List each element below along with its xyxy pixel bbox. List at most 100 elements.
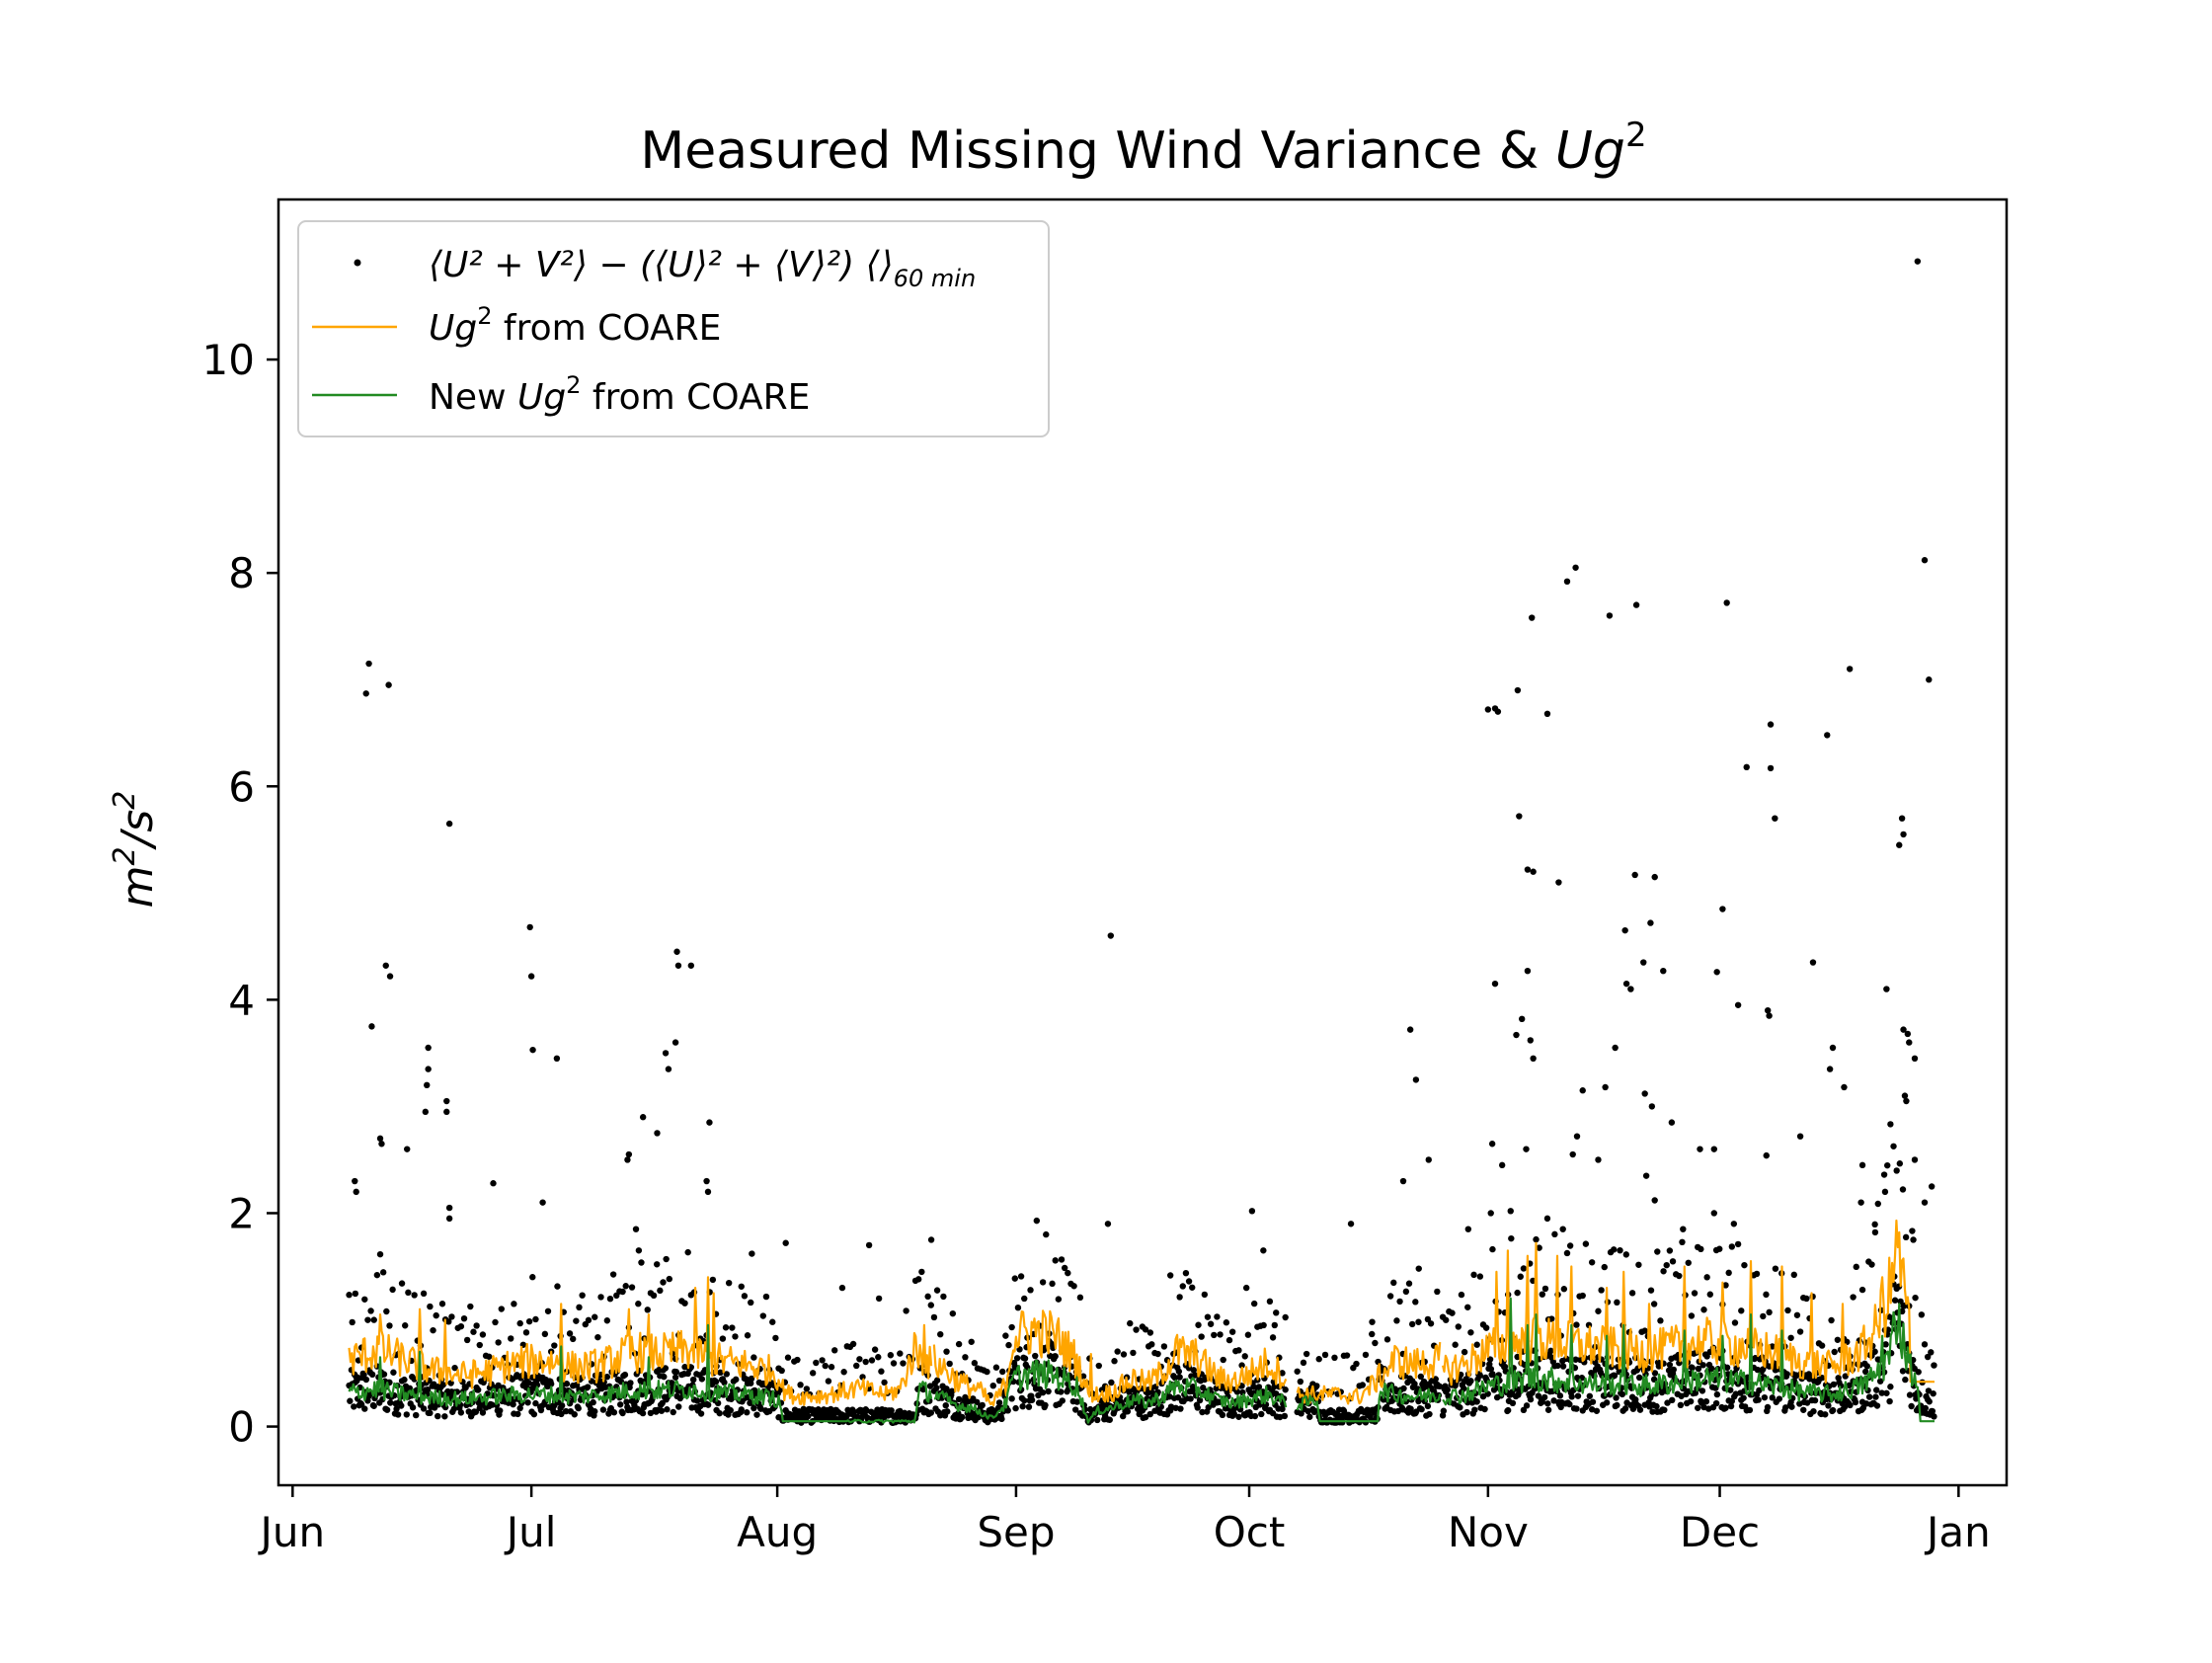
scatter-point (1458, 1291, 1465, 1299)
scatter-point (819, 1357, 826, 1364)
scatter-point (1473, 1398, 1480, 1405)
y-tick-label: 6 (228, 762, 255, 811)
scatter-point (1700, 1307, 1707, 1313)
scatter-point (722, 1324, 730, 1331)
scatter-point (403, 1411, 410, 1418)
scatter-point (1393, 1317, 1400, 1324)
scatter-point (1921, 1199, 1929, 1206)
scatter-point (1874, 1200, 1881, 1208)
scatter-point (529, 1274, 536, 1281)
scatter-point (1803, 1295, 1810, 1303)
series-line (348, 1323, 718, 1407)
scatter-point (984, 1368, 990, 1376)
scatter-point (398, 1280, 406, 1287)
scatter-point (1146, 1410, 1153, 1418)
scatter-point (1899, 1368, 1907, 1375)
scatter-point (597, 1294, 604, 1301)
scatter-point (558, 1402, 566, 1409)
scatter-point (1764, 1006, 1772, 1014)
scatter-point (881, 1379, 888, 1386)
scatter-point (584, 1384, 592, 1390)
scatter-point (498, 1306, 505, 1312)
scatter-point (1695, 1365, 1702, 1373)
scatter-point (1021, 1397, 1028, 1404)
scatter-point (1635, 1261, 1642, 1268)
scatter-point (1909, 1227, 1916, 1234)
scatter-point (1524, 866, 1532, 873)
scatter-point (1900, 1026, 1907, 1033)
scatter-point (1906, 1039, 1913, 1046)
scatter-point (1396, 1298, 1403, 1306)
scatter-point (887, 1352, 895, 1359)
scatter-point (1846, 1382, 1853, 1389)
scatter-point (514, 1410, 521, 1418)
scatter-point (974, 1398, 981, 1405)
scatter-point (1651, 873, 1658, 881)
scatter-point (1071, 1406, 1079, 1413)
scatter-point (1654, 1248, 1661, 1255)
scatter-point (1514, 1289, 1521, 1297)
scatter-point (1464, 1226, 1472, 1232)
scatter-point (1566, 1400, 1573, 1408)
scatter-point (445, 1215, 453, 1223)
scatter-point (1766, 1308, 1773, 1316)
scatter-point (1922, 1404, 1929, 1412)
scatter-point (716, 1409, 723, 1417)
scatter-point (1818, 1342, 1826, 1349)
scatter-point (386, 1322, 393, 1329)
scatter-point (1059, 1397, 1066, 1404)
scatter-point (1685, 1259, 1692, 1266)
scatter-point (424, 1081, 431, 1089)
scatter-point (352, 1177, 358, 1185)
scatter-point (1572, 1356, 1579, 1363)
scatter-point (1887, 1384, 1894, 1390)
scatter-point (1918, 1311, 1926, 1318)
scatter-point (1566, 1242, 1574, 1249)
scatter-point (1559, 1363, 1567, 1370)
scatter-point (1536, 1244, 1542, 1251)
scatter-point (1670, 1366, 1678, 1374)
scatter-point (402, 1322, 409, 1329)
scatter-point (486, 1353, 493, 1360)
scatter-point (621, 1371, 629, 1379)
scatter-point (427, 1303, 434, 1310)
scatter-point (1070, 1283, 1077, 1290)
scatter-point (813, 1359, 820, 1367)
scatter-point (1664, 1399, 1671, 1406)
scatter-point (1679, 1238, 1686, 1246)
scatter-point (828, 1364, 835, 1371)
scatter-point (1407, 1405, 1414, 1412)
scatter-point (875, 1354, 882, 1361)
scatter-point (1424, 1402, 1432, 1410)
scatter-point (1369, 1330, 1376, 1338)
scatter-point (1902, 1376, 1909, 1384)
scatter-point (625, 1150, 633, 1158)
scatter-point (1803, 1399, 1811, 1406)
scatter-point (1878, 1389, 1885, 1396)
scatter-point (1723, 1364, 1731, 1372)
scatter-point (470, 1328, 477, 1335)
scatter-point (995, 1377, 1003, 1385)
scatter-point (661, 1373, 668, 1381)
legend-label-dots: ⟨U² + V²⟩ − (⟨U⟩² + ⟨V⟩²) ⟨⟩60 min (429, 245, 976, 292)
scatter-point (1611, 1372, 1619, 1380)
scatter-point (1841, 1403, 1849, 1410)
scatter-point (362, 690, 369, 697)
scatter-point (430, 1326, 436, 1334)
scatter-point (1032, 1352, 1039, 1360)
scatter-point (1826, 1066, 1834, 1072)
scatter-point (1176, 1374, 1183, 1381)
scatter-point (660, 1279, 667, 1286)
scatter-point (1279, 1405, 1286, 1413)
scatter-point (1912, 1294, 1919, 1302)
scatter-point (1830, 1381, 1838, 1388)
scatter-point (1213, 1385, 1220, 1392)
scatter-point (368, 1371, 376, 1379)
scatter-point (1025, 1403, 1033, 1410)
scatter-point (1767, 764, 1775, 772)
scatter-point (741, 1293, 749, 1300)
scatter-point (644, 1307, 651, 1313)
scatter-point (610, 1409, 618, 1416)
scatter-point (1014, 1304, 1022, 1311)
scatter-point (673, 948, 680, 955)
